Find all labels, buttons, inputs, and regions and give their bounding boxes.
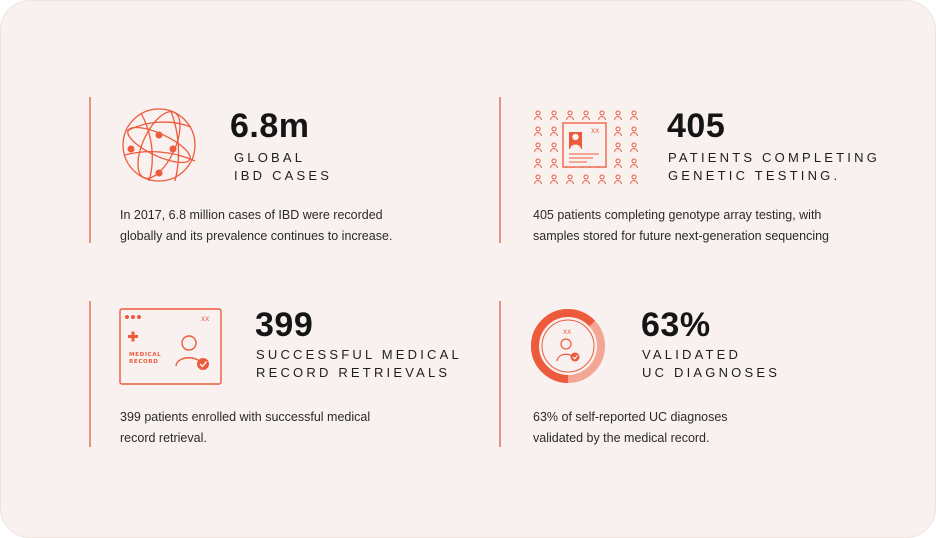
person-icon (582, 110, 590, 121)
person-icon (534, 158, 542, 169)
person-icon (566, 174, 574, 185)
person-icon (614, 174, 622, 185)
stat-ibd-cases: 6.8m GLOBAL IBD CASES In 2017, 6.8 milli… (89, 97, 469, 245)
person-icon (582, 174, 590, 185)
divider-line (89, 97, 91, 243)
icon-xx-label: XX (201, 316, 209, 323)
stat-caption-line1: SUCCESSFUL MEDICAL (256, 347, 462, 362)
stat-caption-line1: VALIDATED (642, 347, 742, 362)
stat-caption-line2: GENETIC TESTING. (668, 168, 841, 183)
person-icon (614, 158, 622, 169)
person-icon (566, 110, 574, 121)
stat-description-line1: 63% of self-reported UC diagnoses (533, 410, 728, 424)
stat-caption-line1: PATIENTS COMPLETING (668, 150, 881, 165)
person-icon (614, 142, 622, 153)
stat-genetic-testing: XX 405 PATIENTS COMPLETING GENETIC TESTI… (499, 97, 919, 245)
person-icon (550, 174, 558, 185)
stat-description-line2: validated by the medical record. (533, 431, 710, 445)
divider-line (499, 301, 501, 447)
stat-description-line1: 405 patients completing genotype array t… (533, 208, 822, 222)
stat-caption-line2: IBD CASES (234, 168, 333, 183)
person-icon (550, 158, 558, 169)
divider-line (89, 301, 91, 447)
medical-record-icon: XX MEDICAL RECORD (119, 308, 222, 385)
stat-description-line2: record retrieval. (120, 431, 207, 445)
stat-value: 63% (641, 306, 711, 344)
stat-value: 399 (255, 306, 314, 344)
person-icon (550, 126, 558, 137)
stat-validated-uc: XX 63% VALIDATED UC DIAGNOSES 63% of sel… (499, 301, 899, 449)
person-icon (550, 110, 558, 121)
icon-label-line1: MEDICAL (129, 352, 161, 358)
stat-description-line1: 399 patients enrolled with successful me… (120, 410, 371, 424)
person-icon (630, 110, 638, 121)
stat-description-line2: samples stored for future next-generatio… (533, 229, 830, 243)
stat-caption-line1: GLOBAL (234, 150, 306, 165)
person-icon (630, 174, 638, 185)
progress-ring-icon: XX (531, 309, 605, 383)
person-icon (598, 110, 606, 121)
stat-value: 6.8m (230, 107, 310, 145)
person-icon (534, 174, 542, 185)
icon-label-line2: RECORD (129, 359, 159, 365)
stat-value: 405 (667, 107, 726, 145)
stat-medical-records: XX MEDICAL RECORD 399 SUCCESSFUL MEDICAL… (89, 301, 489, 449)
stat-caption-line2: UC DIAGNOSES (642, 365, 781, 380)
globe-icon (122, 108, 196, 182)
person-icon (598, 174, 606, 185)
patients-grid-icon: XX (534, 110, 638, 185)
stat-description-line1: In 2017, 6.8 million cases of IBD were r… (120, 208, 383, 222)
stat-description-line2: globally and its prevalence continues to… (120, 229, 393, 243)
divider-line (499, 97, 501, 243)
person-icon (614, 110, 622, 121)
person-icon (630, 158, 638, 169)
person-icon (614, 126, 622, 137)
person-icon (630, 142, 638, 153)
stat-caption-line2: RECORD RETRIEVALS (256, 365, 451, 380)
person-icon (534, 142, 542, 153)
icon-xx-label: XX (563, 329, 571, 336)
person-icon (534, 126, 542, 137)
person-icon (550, 142, 558, 153)
person-icon (534, 110, 542, 121)
person-icon (630, 126, 638, 137)
icon-xx-label: XX (591, 128, 599, 135)
